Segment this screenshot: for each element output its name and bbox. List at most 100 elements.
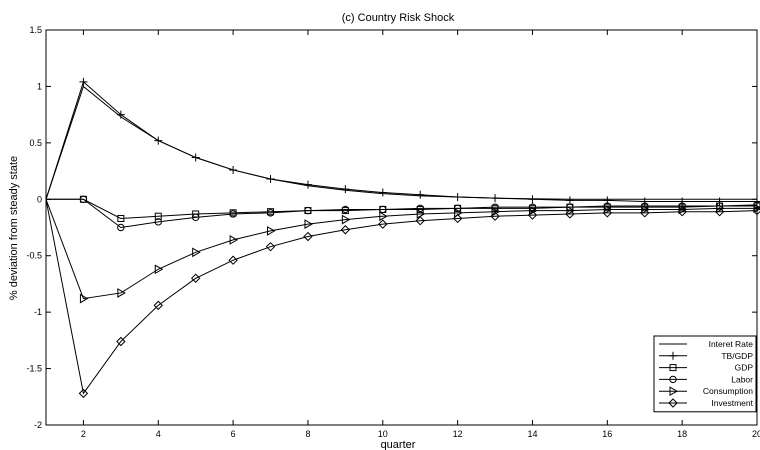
y-tick-label: 0	[37, 194, 42, 204]
series-line-gdp	[46, 198, 757, 219]
data-point-tb-gdp	[266, 174, 275, 183]
y-tick-label: 0.5	[29, 138, 42, 148]
data-point-tb-gdp	[416, 190, 425, 199]
data-point-tb-gdp	[79, 77, 88, 86]
y-tick-label: -1	[34, 307, 42, 317]
series-line-consumption	[45, 199, 757, 300]
legend-label-investment: Investment	[711, 398, 753, 408]
legend-marker-tb-gdp	[669, 351, 677, 360]
data-point-investment	[190, 273, 201, 283]
data-point-investment	[153, 300, 163, 311]
data-point-labor	[154, 218, 162, 226]
data-point-consumption	[267, 226, 276, 236]
data-point-investment	[677, 206, 687, 217]
data-point-investment	[303, 231, 313, 242]
data-point-investment	[228, 255, 238, 265]
series-line-investment	[45, 199, 758, 395]
y-axis-label: % deviation from steady state	[8, 156, 20, 300]
data-point-gdp	[117, 214, 125, 222]
data-point-consumption	[528, 205, 538, 216]
data-point-labor	[79, 195, 88, 203]
data-point-investment	[452, 213, 463, 224]
data-point-consumption	[304, 219, 313, 229]
legend-marker-investment	[668, 398, 678, 408]
legend-marker-labor	[669, 375, 677, 384]
x-tick-label: 2	[81, 429, 86, 439]
series-layer	[45, 77, 760, 399]
data-point-consumption	[716, 203, 725, 214]
data-point-investment	[415, 216, 425, 226]
x-tick-label: 18	[677, 429, 687, 439]
data-point-consumption	[229, 235, 239, 245]
data-point-consumption	[566, 205, 575, 216]
x-tick-label: 8	[305, 429, 310, 439]
y-tick-label: -1.5	[26, 364, 42, 374]
y-tick-label: -2	[34, 420, 42, 430]
data-point-investment	[340, 225, 351, 235]
data-point-tb-gdp	[154, 136, 163, 145]
y-tick-label: 1	[37, 81, 42, 91]
data-point-consumption	[154, 264, 164, 275]
x-tick-label: 12	[453, 429, 463, 439]
data-point-investment	[527, 210, 538, 220]
x-tick-label: 10	[378, 429, 388, 439]
data-point-consumption	[416, 209, 426, 219]
x-tick-label: 16	[602, 429, 612, 439]
chart-title: (c) Country Risk Shock	[342, 12, 455, 24]
data-point-consumption	[341, 214, 351, 225]
data-point-tb-gdp	[715, 197, 724, 206]
data-point-consumption	[192, 247, 201, 258]
data-point-consumption	[641, 204, 650, 215]
data-point-investment	[602, 208, 613, 218]
data-point-consumption	[603, 204, 613, 215]
series-interet-rate	[45, 85, 757, 200]
data-point-investment	[714, 206, 725, 217]
legend-label-gdp: GDP	[735, 363, 754, 373]
data-point-labor	[266, 209, 275, 217]
data-point-labor	[341, 205, 350, 214]
legend-label-consumption: Consumption	[703, 386, 753, 396]
data-point-tb-gdp	[191, 153, 200, 162]
data-point-consumption	[379, 211, 388, 222]
data-point-tb-gdp	[229, 165, 238, 174]
data-point-tb-gdp	[491, 194, 500, 203]
legend-label-tb-gdp: TB/GDP	[721, 351, 753, 361]
data-point-tb-gdp	[565, 196, 574, 205]
x-tick-label: 20	[752, 429, 760, 439]
legend-label-labor: Labor	[731, 374, 753, 384]
data-point-labor	[191, 213, 200, 222]
data-point-consumption	[79, 293, 89, 304]
y-tick-label: -0.5	[26, 251, 42, 261]
data-point-tb-gdp	[453, 193, 462, 202]
data-point-gdp	[154, 212, 162, 220]
data-point-consumption	[117, 288, 126, 298]
data-point-labor	[229, 210, 237, 218]
legend-marker-consumption	[669, 386, 679, 397]
legend-marker-gdp	[669, 364, 677, 372]
data-point-tb-gdp	[303, 180, 312, 189]
x-tick-label: 6	[231, 429, 236, 439]
x-tick-label: 14	[527, 429, 537, 439]
plot-area-frame	[45, 29, 758, 426]
data-point-labor	[117, 223, 125, 232]
data-point-investment	[565, 209, 575, 219]
data-point-investment	[490, 211, 500, 221]
series-line-tb-gdp	[45, 81, 757, 203]
data-point-tb-gdp	[341, 185, 350, 194]
data-point-investment	[116, 336, 126, 347]
data-point-investment	[640, 208, 650, 218]
x-tick-label: 4	[156, 429, 161, 439]
data-point-consumption	[491, 206, 501, 217]
axis-ticks: 2 4 6 8 10 12 14 16 18 20 -2 -1.5 -1 -0.5 0 0.5 1 1.5	[26, 25, 760, 439]
x-axis-label: quarter	[381, 439, 416, 450]
data-point-labor	[379, 205, 387, 214]
data-point-tb-gdp	[528, 195, 537, 204]
data-point-investment	[265, 241, 276, 252]
data-point-tb-gdp	[116, 110, 125, 119]
series-investment	[45, 199, 760, 399]
series-line-labor	[46, 198, 758, 229]
y-tick-label: 1.5	[29, 25, 42, 35]
data-point-investment	[378, 219, 388, 229]
